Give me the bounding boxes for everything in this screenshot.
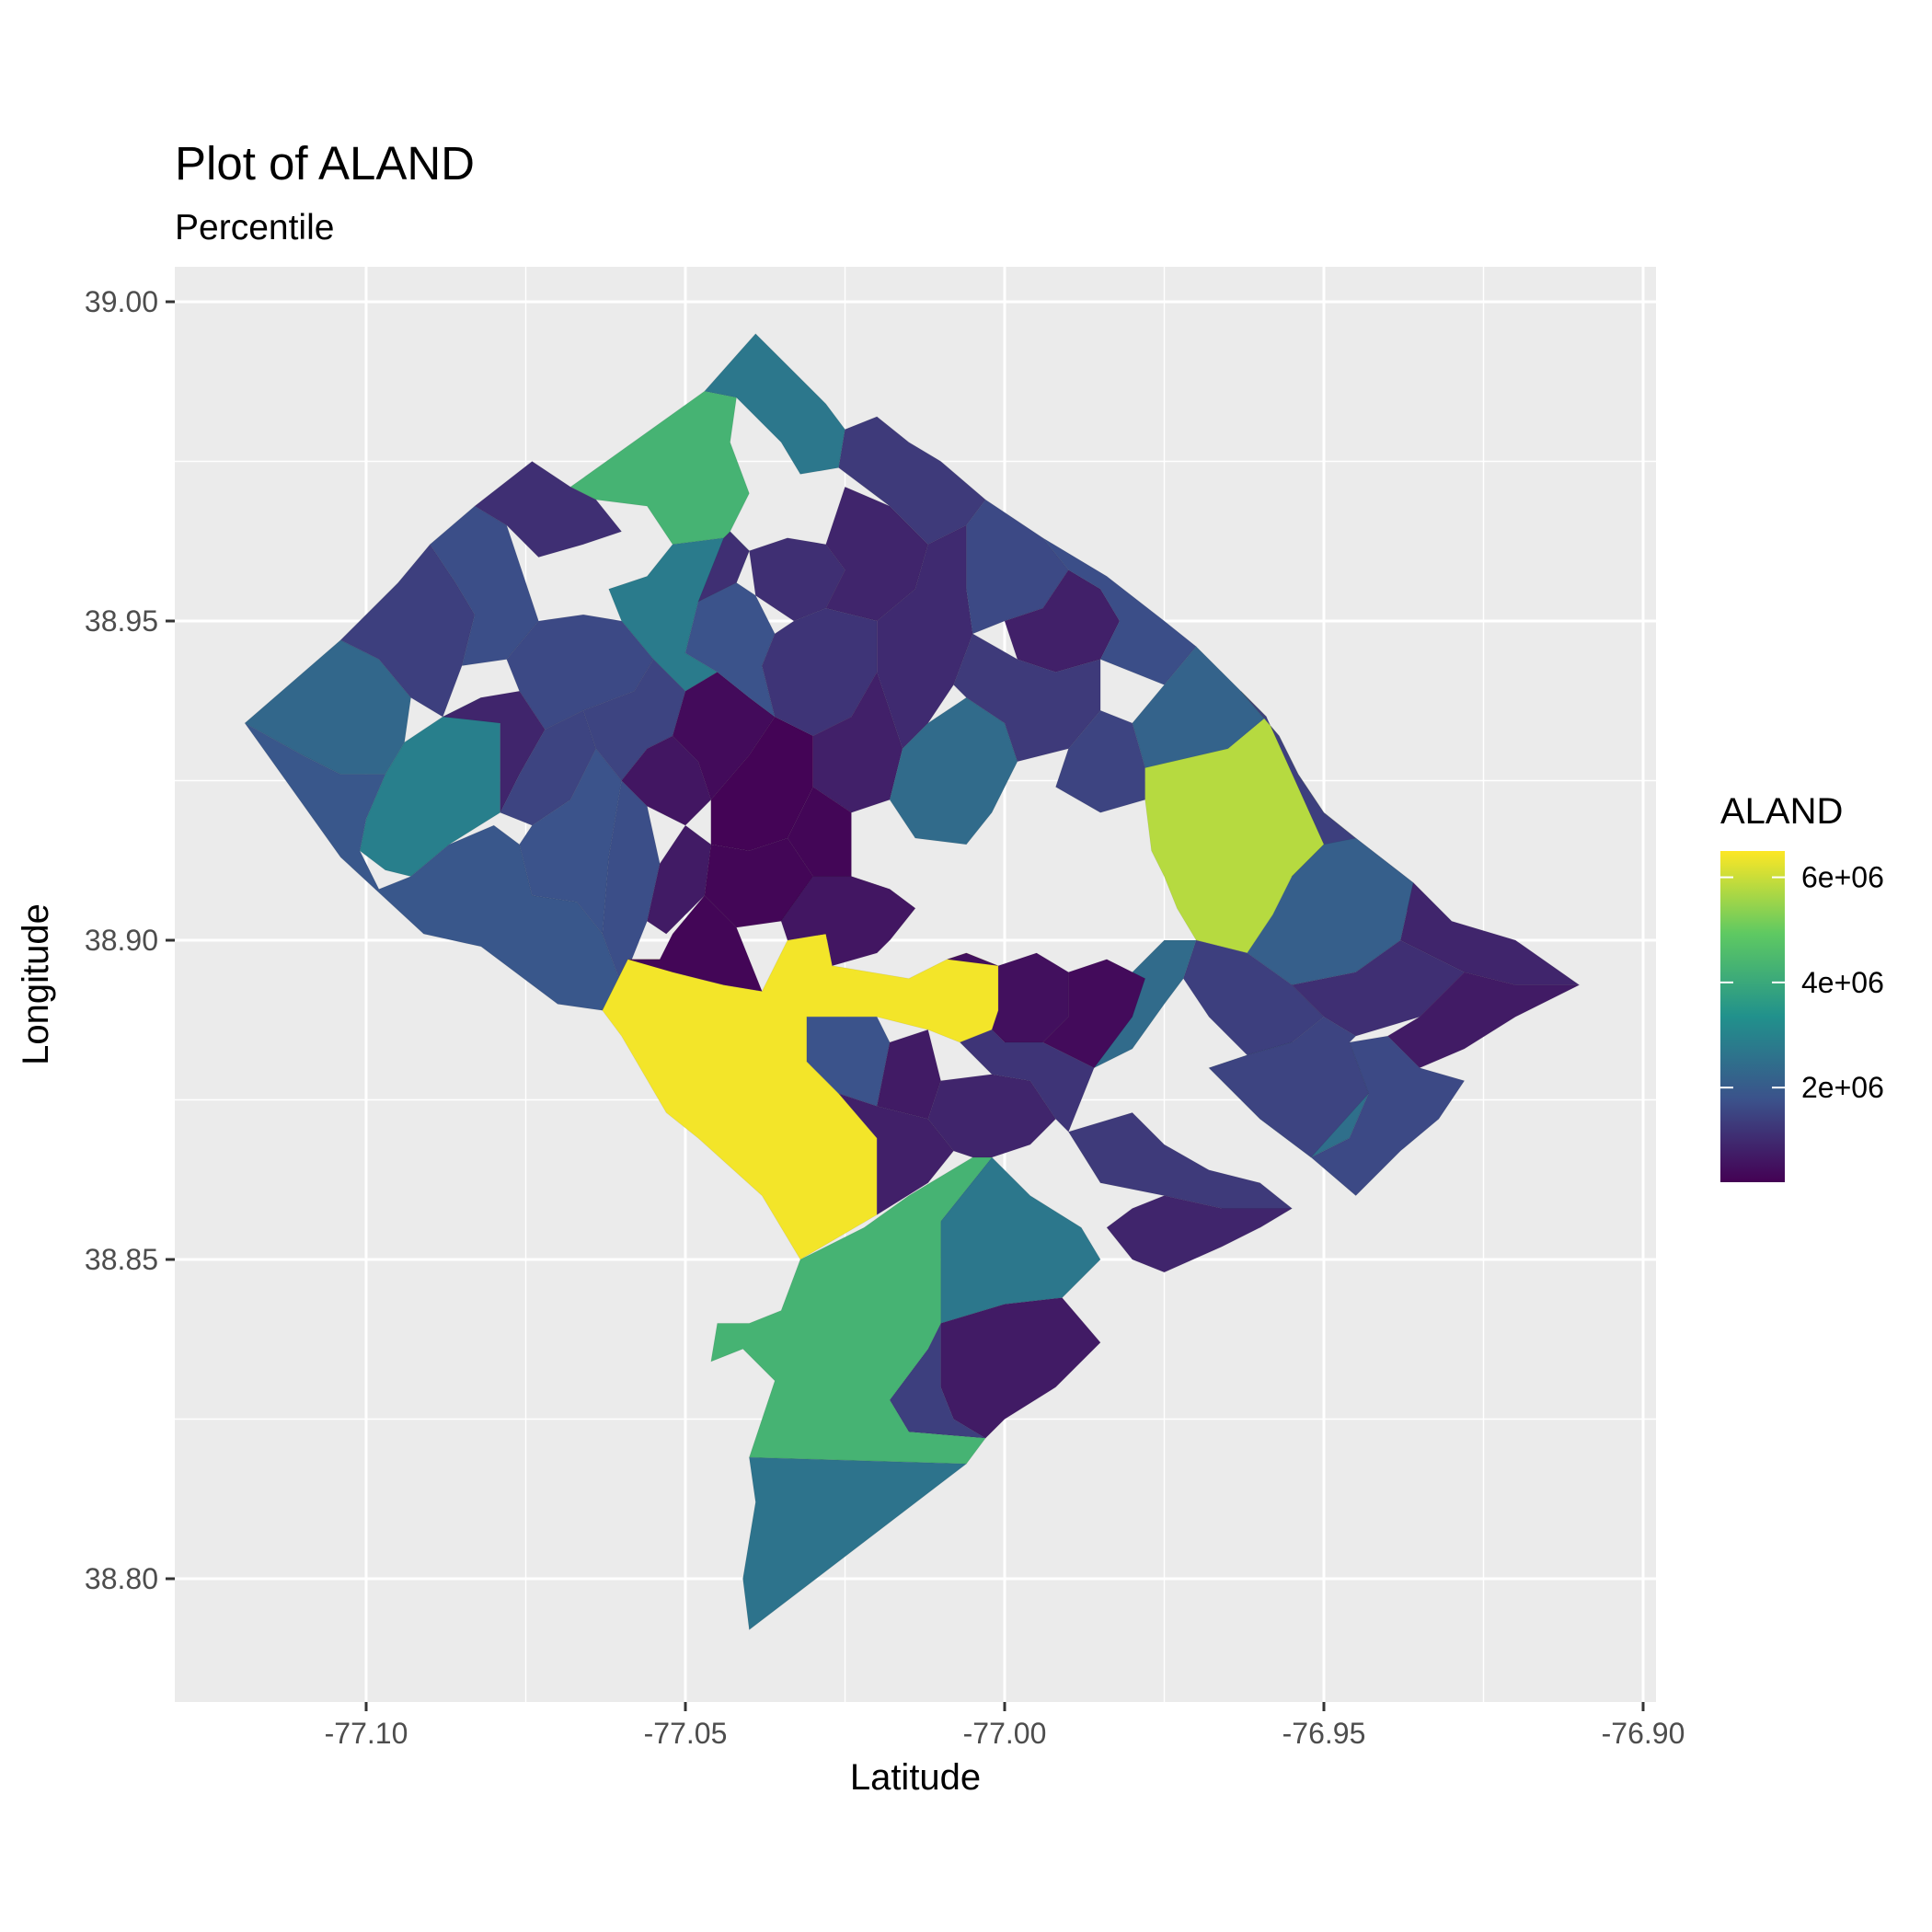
tract-region [780, 876, 916, 967]
tract-region [1144, 690, 1357, 954]
y-tick-label: 38.85 [85, 1243, 158, 1276]
legend-colorbar [1720, 851, 1785, 1182]
tract-region [1041, 959, 1146, 1069]
y-tick-label: 38.80 [85, 1562, 158, 1595]
legend-title: ALAND [1720, 791, 1843, 832]
y-tick-label: 39.00 [85, 285, 158, 318]
tract-region [940, 1297, 1101, 1439]
y-axis-title: Longitude [16, 903, 56, 1065]
legend-break-label: 4e+06 [1801, 966, 1884, 999]
x-tick-label: -77.00 [963, 1717, 1047, 1750]
tract-region [927, 1074, 1057, 1158]
axes: -77.10 -77.05 -77.00 -76.95 -76.90 38.80 38.85… [85, 285, 1685, 1750]
tract-region [703, 332, 846, 475]
legend-break-label: 2e+06 [1801, 1071, 1884, 1104]
tract-region [1054, 709, 1146, 813]
y-tick-label: 38.95 [85, 604, 158, 638]
legend-breaks: 2e+06 4e+06 6e+06 [1720, 861, 1884, 1104]
tract-region [761, 607, 878, 737]
x-tick-label: -76.90 [1602, 1717, 1685, 1750]
tract-region [742, 1456, 968, 1631]
tract-regions [244, 332, 1581, 1631]
tract-region [1106, 1195, 1294, 1273]
tract-region [959, 1029, 1095, 1133]
chart-subtitle: Percentile [175, 208, 334, 247]
tract-region [1208, 1016, 1370, 1158]
tract-region [1310, 1035, 1466, 1197]
x-tick-label: -77.10 [325, 1717, 408, 1750]
tract-region [474, 460, 623, 558]
tract-region [940, 1156, 1101, 1325]
x-axis-title: Latitude [850, 1757, 981, 1798]
y-tick-label: 38.90 [85, 924, 158, 957]
tract-region [339, 543, 476, 718]
tract-region [889, 696, 1018, 845]
tract-region [787, 786, 852, 878]
chart-title: Plot of ALAND [175, 137, 475, 190]
x-tick-label: -77.05 [644, 1717, 728, 1750]
tract-region [1042, 537, 1197, 685]
tract-region [627, 894, 764, 993]
x-tick-label: -76.95 [1282, 1717, 1366, 1750]
tract-region [837, 1092, 955, 1216]
legend: ALAND 2e+06 4e+06 6e+06 [1720, 791, 1884, 1182]
legend-break-label: 6e+06 [1801, 861, 1884, 894]
